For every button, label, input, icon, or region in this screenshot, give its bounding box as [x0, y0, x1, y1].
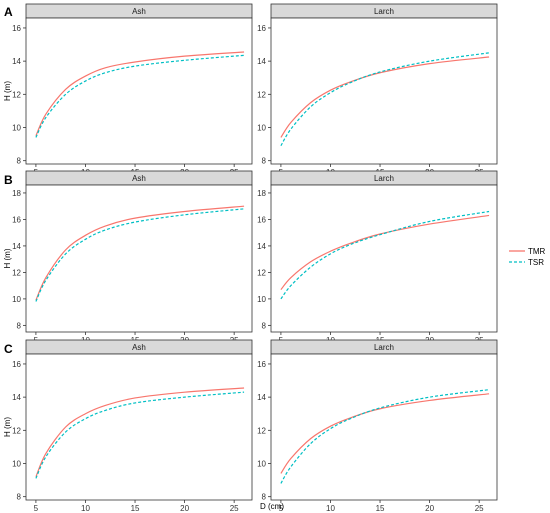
series-line-tsr-a-ash — [35, 54, 245, 138]
y-tick-label-b-larch-8: 8 — [262, 321, 267, 330]
series-line-tmr-b-larch — [280, 214, 490, 291]
y-tick-label-c-ash-14: 14 — [12, 393, 21, 402]
y-tick-label-a-ash-16: 16 — [12, 24, 21, 33]
y-axis-title-b: H (m) — [3, 248, 12, 268]
y-tick-label-c-larch-16: 16 — [257, 360, 266, 369]
y-tick-label-c-ash-16: 16 — [12, 360, 21, 369]
y-tick-label-a-ash-8: 8 — [17, 157, 22, 166]
y-tick-label-b-larch-16: 16 — [257, 215, 266, 224]
series-line-tsr-c-larch — [280, 389, 490, 484]
legend-label-tsr: TSR — [528, 258, 544, 267]
panel-b-larch: Larch51015202581012141618 — [257, 170, 498, 345]
y-tick-label-a-ash-14: 14 — [12, 57, 21, 66]
legend: TMR TSR — [509, 247, 546, 267]
plot-area-b-ash — [25, 184, 253, 333]
plot-area-a-ash — [25, 17, 253, 165]
y-tick-label-b-larch-10: 10 — [257, 295, 266, 304]
x-tick-label-c-larch-25: 25 — [475, 504, 484, 513]
x-tick-label-c-ash-25: 25 — [230, 504, 239, 513]
series-line-tmr-a-larch — [280, 56, 490, 138]
y-tick-label-b-ash-14: 14 — [12, 242, 21, 251]
strip-label-b-larch: Larch — [374, 174, 394, 183]
y-tick-label-b-ash-10: 10 — [12, 295, 21, 304]
x-tick-label-c-larch-15: 15 — [376, 504, 385, 513]
strip-label-c-ash: Ash — [132, 343, 146, 352]
panels-layer: A B C Ash 5 10 15 20 25 8 10 12 14 16 H (m) Larch 5 10 15 2… — [3, 3, 498, 513]
plot-area-a-larch — [270, 17, 498, 165]
y-tick-label-c-ash-10: 10 — [12, 460, 21, 469]
y-tick-label-b-larch-12: 12 — [257, 268, 266, 277]
row-label-c: C — [4, 342, 13, 356]
plot-area-b-larch — [270, 184, 498, 333]
panel-b-ash: Ash51015202581012141618H (m) — [3, 170, 253, 345]
row-label-a: A — [4, 5, 13, 19]
y-tick-label-a-ash-10: 10 — [12, 124, 21, 133]
series-line-tmr-c-larch — [280, 393, 490, 474]
legend-label-tmr: TMR — [528, 247, 546, 256]
x-tick-label-c-larch-5: 5 — [279, 504, 284, 513]
y-tick-label-a-larch-8: 8 — [262, 157, 267, 166]
y-tick-label-b-larch-18: 18 — [257, 189, 266, 198]
y-tick-label-c-ash-12: 12 — [12, 426, 21, 435]
series-line-tmr-a-ash — [35, 51, 245, 137]
y-tick-label-c-ash-8: 8 — [17, 493, 22, 502]
y-tick-label-b-ash-12: 12 — [12, 268, 21, 277]
panel-c-ash: Ash 5 10 15 20 25 8 10 12 14 16 H (m) — [3, 339, 253, 513]
y-axis-title-c: H (m) — [3, 417, 12, 437]
x-tick-label-c-ash-20: 20 — [180, 504, 189, 513]
row-label-b: B — [4, 173, 13, 187]
series-line-tsr-b-ash — [35, 208, 245, 302]
series-line-tsr-c-ash — [35, 391, 245, 479]
series-line-tmr-c-ash — [35, 387, 245, 478]
x-tick-label-c-ash-5: 5 — [34, 504, 39, 513]
plot-area-c-ash — [25, 353, 253, 501]
series-line-tmr-b-ash — [35, 205, 245, 301]
y-tick-label-a-ash-12: 12 — [12, 90, 21, 99]
y-tick-label-b-larch-14: 14 — [257, 242, 266, 251]
y-tick-label-a-larch-10: 10 — [257, 124, 266, 133]
series-line-tsr-a-larch — [280, 52, 490, 147]
y-tick-label-a-larch-12: 12 — [257, 90, 266, 99]
y-tick-label-b-ash-8: 8 — [17, 321, 22, 330]
y-tick-label-a-larch-16: 16 — [257, 24, 266, 33]
y-tick-label-c-larch-14: 14 — [257, 393, 266, 402]
y-tick-label-a-larch-14: 14 — [257, 57, 266, 66]
strip-label-a-larch: Larch — [374, 7, 394, 16]
y-tick-label-c-larch-10: 10 — [257, 460, 266, 469]
x-tick-label-c-larch-10: 10 — [326, 504, 335, 513]
x-axis-title: D (cm) — [260, 502, 284, 511]
strip-label-a-ash: Ash — [132, 7, 146, 16]
x-tick-label-c-larch-20: 20 — [425, 504, 434, 513]
plot-area-c-larch — [270, 353, 498, 501]
y-tick-label-b-ash-18: 18 — [12, 189, 21, 198]
y-axis-title-a: H (m) — [3, 81, 12, 101]
strip-label-b-ash: Ash — [132, 174, 146, 183]
strip-label-c-larch: Larch — [374, 343, 394, 352]
panel-c-larch: Larch 5 10 15 20 25 8 10 12 14 16 — [257, 339, 498, 513]
y-tick-label-c-larch-12: 12 — [257, 426, 266, 435]
y-tick-label-c-larch-8: 8 — [262, 493, 267, 502]
x-tick-label-c-ash-10: 10 — [81, 504, 90, 513]
series-line-tsr-b-larch — [280, 210, 490, 300]
x-tick-label-c-ash-15: 15 — [131, 504, 140, 513]
y-tick-label-b-ash-16: 16 — [12, 215, 21, 224]
